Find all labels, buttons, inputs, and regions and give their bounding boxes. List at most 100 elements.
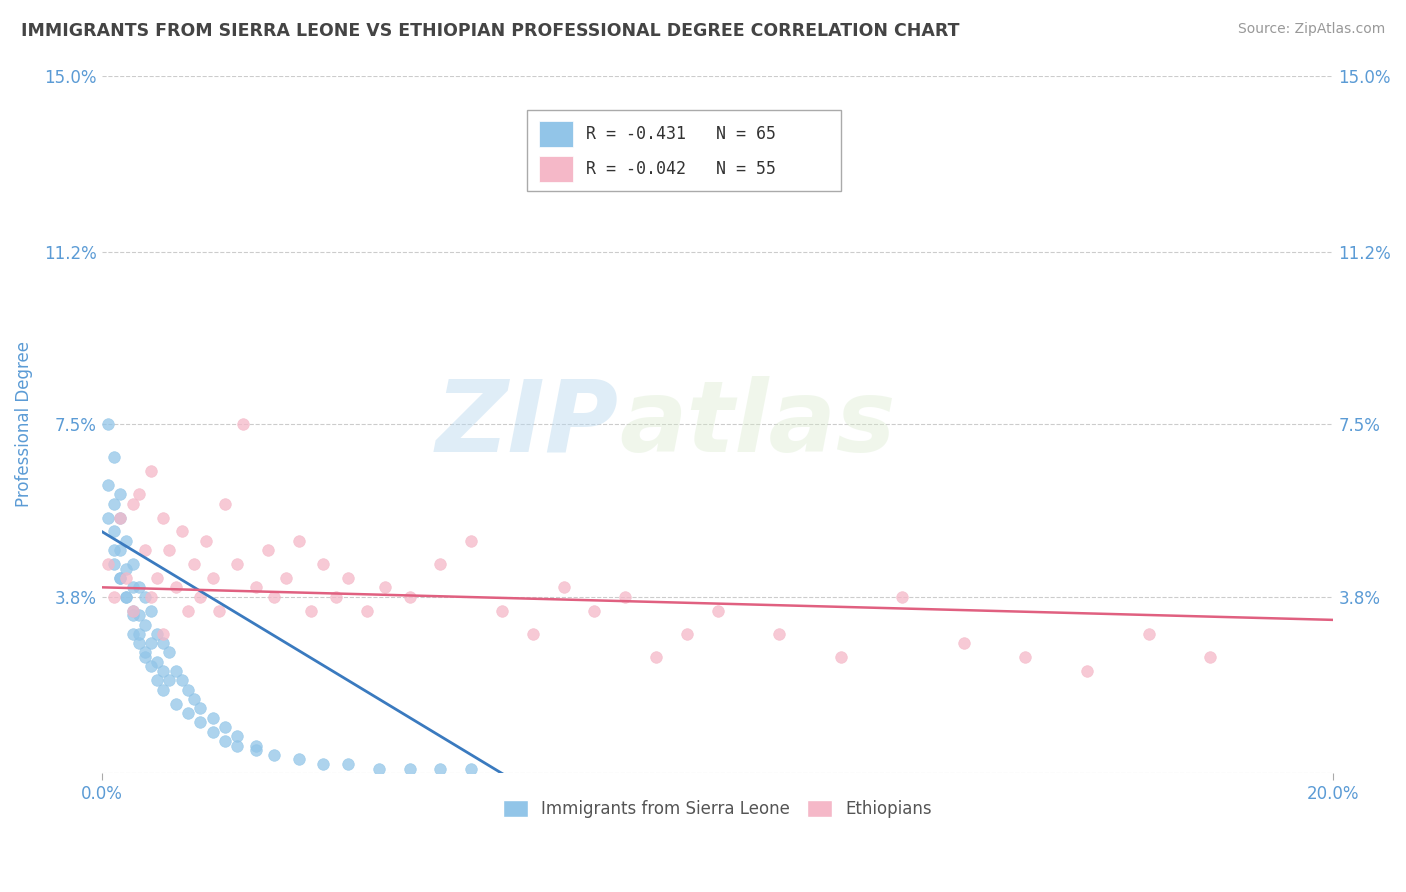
Point <box>325 590 347 604</box>
Point <box>103 543 125 558</box>
Point <box>429 762 451 776</box>
Point <box>460 762 482 776</box>
Point <box>398 590 420 604</box>
Point <box>312 757 335 772</box>
Point <box>159 543 181 558</box>
Point <box>103 557 125 571</box>
Point <box>134 543 156 558</box>
Point <box>108 571 131 585</box>
Point <box>108 510 131 524</box>
Point <box>139 590 162 604</box>
Point <box>891 590 914 604</box>
Point <box>245 743 267 757</box>
Y-axis label: Professional Degree: Professional Degree <box>15 342 32 508</box>
Point <box>1076 664 1098 678</box>
Point <box>263 590 285 604</box>
Point <box>146 627 169 641</box>
Point <box>337 571 360 585</box>
Point <box>103 524 125 539</box>
Point <box>1199 650 1222 665</box>
Point <box>165 697 187 711</box>
Point <box>214 720 236 734</box>
Text: IMMIGRANTS FROM SIERRA LEONE VS ETHIOPIAN PROFESSIONAL DEGREE CORRELATION CHART: IMMIGRANTS FROM SIERRA LEONE VS ETHIOPIA… <box>21 22 959 40</box>
Point <box>97 510 120 524</box>
Point <box>115 562 138 576</box>
Point <box>134 645 156 659</box>
Point <box>97 478 120 492</box>
Point <box>170 524 193 539</box>
Point <box>706 604 728 618</box>
FancyBboxPatch shape <box>538 121 574 147</box>
Point <box>152 664 174 678</box>
Point <box>460 533 482 548</box>
Point <box>121 627 143 641</box>
Legend: Immigrants from Sierra Leone, Ethiopians: Immigrants from Sierra Leone, Ethiopians <box>496 793 939 824</box>
Point <box>232 417 254 432</box>
Point <box>128 487 150 501</box>
Point <box>1137 627 1160 641</box>
Point <box>115 533 138 548</box>
Point <box>146 571 169 585</box>
Point <box>139 464 162 478</box>
Point <box>614 590 637 604</box>
Point <box>1014 650 1036 665</box>
Text: R = -0.042   N = 55: R = -0.042 N = 55 <box>586 160 776 178</box>
FancyBboxPatch shape <box>538 156 574 182</box>
Point <box>276 571 298 585</box>
Point <box>134 650 156 665</box>
Text: R = -0.431   N = 65: R = -0.431 N = 65 <box>586 125 776 143</box>
Point <box>146 655 169 669</box>
Point <box>245 580 267 594</box>
Point <box>645 650 668 665</box>
Point <box>226 557 249 571</box>
Point <box>108 543 131 558</box>
Point <box>152 682 174 697</box>
Point <box>139 659 162 673</box>
Point <box>367 762 389 776</box>
Point <box>257 543 280 558</box>
Point <box>108 571 131 585</box>
Point <box>134 590 156 604</box>
Point <box>121 580 143 594</box>
Point <box>97 557 120 571</box>
Point <box>398 762 420 776</box>
Point <box>201 710 224 724</box>
Point <box>583 604 606 618</box>
Point <box>429 557 451 571</box>
Point <box>115 590 138 604</box>
Point <box>195 533 218 548</box>
Point <box>177 706 200 720</box>
Point <box>263 747 285 762</box>
Point <box>288 533 311 548</box>
Point <box>288 752 311 766</box>
Point <box>188 590 211 604</box>
Point <box>830 650 852 665</box>
Point <box>103 450 125 464</box>
Point <box>115 571 138 585</box>
Point <box>675 627 697 641</box>
Point <box>183 692 205 706</box>
Point <box>356 604 378 618</box>
Point <box>245 739 267 753</box>
Point <box>177 604 200 618</box>
Point <box>768 627 790 641</box>
Point <box>953 636 976 650</box>
Text: Source: ZipAtlas.com: Source: ZipAtlas.com <box>1237 22 1385 37</box>
Point <box>103 590 125 604</box>
Point <box>97 417 120 432</box>
Point <box>103 497 125 511</box>
Point <box>121 557 143 571</box>
Text: ZIP: ZIP <box>436 376 619 473</box>
Point <box>121 608 143 623</box>
Point <box>128 636 150 650</box>
Point <box>170 673 193 688</box>
Point <box>152 510 174 524</box>
Point <box>208 604 231 618</box>
Point <box>121 604 143 618</box>
Point <box>226 729 249 743</box>
Point <box>183 557 205 571</box>
Point <box>152 636 174 650</box>
Point <box>134 617 156 632</box>
Point <box>165 580 187 594</box>
Point <box>128 608 150 623</box>
